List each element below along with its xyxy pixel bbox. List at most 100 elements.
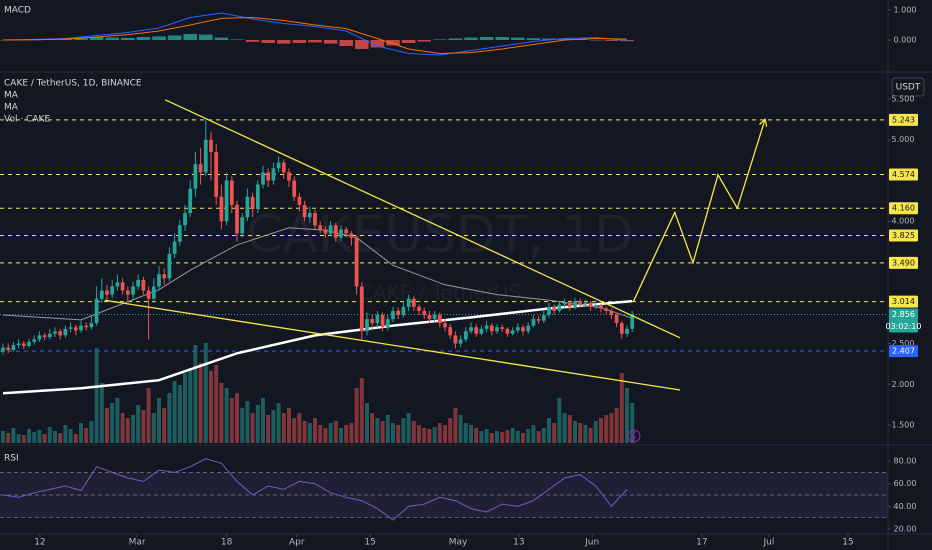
macd-histogram-bar — [386, 39, 400, 46]
x-tick-label: Jul — [763, 538, 775, 548]
volume-bar — [463, 423, 468, 443]
rsi-line — [2, 458, 628, 521]
volume-bar — [505, 430, 510, 443]
volume-bar — [318, 425, 323, 443]
candle-body — [458, 339, 463, 344]
y-tick-label: 4.000 — [892, 217, 915, 226]
ma-legend: MA — [4, 103, 19, 113]
event-icon[interactable] — [627, 429, 641, 443]
candle-body — [531, 319, 536, 326]
x-tick-label: 15 — [842, 538, 853, 548]
volume-bar — [214, 365, 219, 443]
candle-body — [229, 180, 234, 205]
candle-body — [125, 290, 130, 295]
volume-bar — [42, 434, 47, 443]
volume-bar — [484, 429, 489, 443]
volume-bar — [131, 415, 135, 443]
candle-body — [599, 305, 603, 309]
candle-body — [396, 310, 401, 315]
volume-bar — [427, 429, 432, 443]
currency-button[interactable] — [891, 77, 925, 97]
candle-body — [110, 286, 115, 295]
volume-bar — [536, 431, 541, 443]
candle-body — [333, 225, 338, 238]
y-tick-label: 5.500 — [892, 94, 915, 103]
candle-body — [94, 298, 99, 324]
candle-body — [21, 343, 26, 346]
volume-bar — [489, 433, 494, 443]
candle-body — [489, 325, 494, 332]
candle-body — [79, 325, 83, 331]
candle-body — [245, 196, 250, 218]
candle-body — [354, 237, 359, 287]
volume-bar — [63, 425, 68, 443]
volume-bar — [547, 418, 551, 443]
macd-histogram-bar — [557, 38, 572, 40]
volume-bar — [391, 423, 395, 443]
candle-body — [370, 319, 375, 324]
x-tick-label: Mar — [129, 538, 146, 548]
volume-bar — [401, 418, 406, 443]
volume-bar — [136, 405, 141, 443]
price-level-tag — [889, 256, 918, 269]
volume-bar — [209, 371, 213, 443]
event-icon-bolt — [631, 430, 636, 442]
candle-body — [339, 229, 343, 238]
volume-bar — [458, 415, 463, 443]
volume-bar — [474, 428, 479, 443]
candle-body — [292, 180, 297, 197]
candle-body — [73, 327, 78, 331]
macd-histogram-bar — [589, 39, 603, 41]
candle-body — [448, 327, 453, 336]
volume-bar — [526, 429, 531, 443]
symbol-title: CAKE / TetherUS, 1D, BINANCE — [4, 79, 142, 89]
volume-bar — [495, 431, 499, 443]
macd-histogram-bar — [167, 35, 182, 40]
macd-histogram-bar — [323, 39, 338, 44]
candle-body — [510, 330, 515, 334]
volume-bar — [177, 385, 182, 443]
volume-bar — [625, 388, 629, 443]
candle-body — [266, 172, 271, 181]
volume-bar — [599, 418, 603, 443]
volume-bar — [151, 413, 156, 443]
macd-histogram-bar — [308, 39, 322, 43]
y-tick-label: 2.000 — [892, 380, 915, 389]
volume-bar — [183, 373, 187, 443]
candle-body — [261, 172, 265, 185]
macd-histogram-bar — [277, 39, 291, 44]
volume-bar — [281, 413, 286, 443]
x-tick-label: 12 — [34, 538, 45, 548]
candle-body — [593, 305, 598, 307]
volume-bar — [448, 418, 453, 443]
volume-bar — [16, 434, 21, 443]
volume-bar — [21, 435, 26, 443]
macd-title: MACD — [4, 6, 31, 16]
candle-body — [443, 323, 447, 328]
candle-body — [151, 286, 156, 299]
candle-body — [588, 302, 593, 307]
volume-bar — [344, 425, 349, 443]
volume-bar — [521, 433, 525, 443]
volume-bar — [515, 431, 520, 443]
candle-body — [203, 139, 208, 173]
candle-body — [578, 301, 583, 305]
volume-bar — [68, 429, 73, 443]
candle-body — [427, 314, 432, 320]
candle-body — [235, 204, 239, 234]
price-level-tag — [889, 202, 918, 215]
volume-bar — [479, 431, 484, 443]
price-level-label: 2.856 — [892, 310, 915, 319]
volume-bar — [276, 403, 281, 443]
candle-body — [380, 314, 385, 328]
candle-body — [552, 306, 557, 311]
volume-bar — [349, 423, 354, 443]
volume-bar — [37, 430, 42, 443]
candle-body — [573, 301, 577, 307]
volume-bar — [385, 415, 390, 443]
volume-bar — [339, 428, 343, 443]
candle-body — [625, 328, 629, 334]
currency-label[interactable]: USDT — [896, 83, 921, 93]
candle-body — [198, 164, 203, 173]
candle-body — [177, 225, 182, 242]
